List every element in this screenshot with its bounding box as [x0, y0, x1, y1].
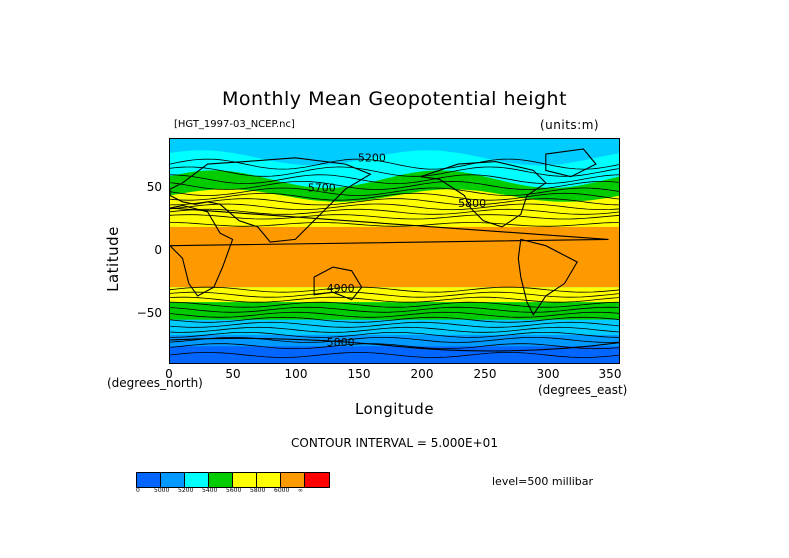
contour-line — [170, 321, 619, 328]
x-tick-label: 350 — [598, 367, 622, 381]
y-tick-label: −50 — [136, 306, 162, 320]
continent-outline — [313, 266, 363, 301]
colorbar-label: 5400 — [202, 487, 218, 494]
y-tick-label: 0 — [154, 243, 162, 257]
colorbar-label: 5000 — [154, 487, 170, 494]
colorbar-swatch — [233, 473, 257, 487]
contour-line — [170, 337, 619, 343]
x-tick-label: 50 — [225, 367, 241, 381]
contour-line — [170, 343, 619, 350]
contour-line — [170, 296, 619, 303]
contour-line — [170, 166, 619, 177]
colorbar-label: 5200 — [178, 487, 194, 494]
contour-line — [170, 311, 619, 318]
nh-band-cyan — [170, 150, 619, 192]
continent-outline — [517, 238, 578, 316]
colorbar-label: 5800 — [250, 487, 266, 494]
colorbar-swatch — [185, 473, 209, 487]
colorbar-swatch — [209, 473, 233, 487]
y-axis-label: Latitude — [103, 226, 122, 292]
colorbar-label: 5600 — [226, 487, 242, 494]
colorbar-swatch — [281, 473, 305, 487]
y-axis-units: (degrees_north) — [107, 376, 203, 390]
shading-band — [170, 302, 619, 320]
contour-line — [170, 301, 619, 308]
x-tick-label: 200 — [410, 367, 434, 381]
units-label: (units:m) — [540, 118, 600, 132]
contour-line — [170, 332, 619, 338]
continent-outline — [420, 161, 547, 228]
contour-line — [170, 180, 619, 190]
colorbar-swatch — [161, 473, 185, 487]
contour-label: 5800 — [327, 336, 355, 349]
contour-line — [170, 208, 619, 215]
contour-line — [170, 203, 619, 211]
x-axis-units: (degrees_east) — [538, 383, 628, 397]
contour-line — [170, 187, 619, 196]
x-tick-label: 150 — [347, 367, 371, 381]
colorbar-label: 6000 — [274, 487, 290, 494]
contour-line — [170, 174, 619, 185]
x-tick-label: 250 — [473, 367, 497, 381]
contour-line — [170, 306, 619, 313]
x-tick-label: 0 — [165, 367, 173, 381]
contour-line — [170, 222, 619, 227]
continent-outline — [170, 204, 609, 297]
colorbar-swatch — [305, 473, 329, 487]
contour-line — [170, 351, 619, 358]
contour-label: 5200 — [358, 152, 386, 165]
x-axis-label: Longitude — [354, 400, 435, 418]
colorbar-label: ∞ — [298, 487, 303, 494]
x-tick-label: 100 — [284, 367, 308, 381]
contour-line — [170, 286, 619, 293]
y-tick-label: 50 — [146, 180, 162, 194]
contour-line — [170, 192, 619, 201]
contour-line — [170, 214, 619, 220]
x-tick-label: 300 — [536, 367, 560, 381]
continent-outline — [545, 148, 597, 178]
contour-interval: CONTOUR INTERVAL = 5.000E+01 — [291, 436, 498, 450]
contour-line — [170, 326, 619, 333]
contour-label: 5700 — [308, 182, 336, 195]
colorbar-swatch — [137, 473, 161, 487]
contour-line — [170, 198, 619, 206]
continent-outline — [170, 337, 619, 352]
file-label: [HGT_1997-03_NCEP.nc] — [174, 119, 295, 130]
shading-band — [170, 226, 619, 288]
continent-outline — [170, 157, 372, 243]
contour-label: 4900 — [327, 282, 355, 295]
map-title: Monthly Mean Geopotential height — [221, 88, 568, 110]
geopotential-map: 5200 5700 5800 4900 5800 — [170, 139, 619, 363]
colorbar-label: 0 — [136, 487, 140, 494]
colorbar — [136, 472, 330, 488]
shading-band — [170, 334, 619, 347]
contour-label: 5800 — [458, 197, 486, 210]
contour-line — [170, 316, 619, 323]
map-plot-area: 5200 5700 5800 4900 5800 — [169, 138, 620, 364]
colorbar-swatch — [257, 473, 281, 487]
level-label: level=500 millibar — [492, 475, 594, 488]
